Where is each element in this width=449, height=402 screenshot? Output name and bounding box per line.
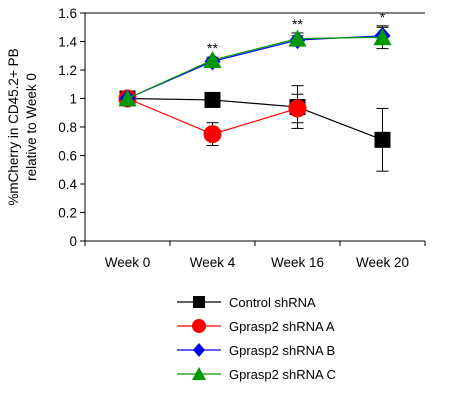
legend-label: Gprasp2 shRNA C <box>229 367 336 382</box>
data-point-triangle <box>203 51 222 69</box>
data-point-triangle <box>288 29 307 47</box>
data-point-square <box>204 91 221 108</box>
legend-label: Gprasp2 shRNA A <box>229 319 335 334</box>
series-diamond <box>119 26 391 108</box>
legend-item: Control shRNA <box>177 295 316 310</box>
y-tick-labels: 0 0.2 0.4 0.6 0.8 1 1.2 1.4 1.6 <box>58 6 77 249</box>
data-point-diamond <box>193 343 205 357</box>
data-point-square <box>193 296 205 308</box>
data-point-circle <box>192 319 206 333</box>
y-axis-label: %mCherry in CD45.2+ PB relative to Week … <box>6 48 39 205</box>
data-point-square <box>374 131 391 148</box>
legend-item: Gprasp2 shRNA A <box>177 319 335 334</box>
y-tick-label: 0 <box>69 234 77 249</box>
data-point-triangle <box>192 367 206 380</box>
y-axis-label-line-2: relative to Week 0 <box>24 73 39 181</box>
data-point-circle <box>288 99 307 118</box>
x-tick-label: Week 4 <box>190 255 236 270</box>
y-tick-label: 1.2 <box>58 63 77 78</box>
y-tick-label: 1.6 <box>58 6 77 21</box>
x-tick-label: Week 16 <box>271 255 324 270</box>
x-tick-label: Week 0 <box>105 255 151 270</box>
legend-item: Gprasp2 shRNA B <box>177 343 335 358</box>
y-tick-label: 0.4 <box>58 177 77 192</box>
significance-mark: * <box>380 9 386 25</box>
x-tick-labels: Week 0 Week 4 Week 16 Week 20 <box>105 255 409 270</box>
significance-annotations: **** * <box>207 9 386 56</box>
y-axis-label-line-1: %mCherry in CD45.2+ PB <box>6 48 21 205</box>
significance-mark: ** <box>292 16 303 32</box>
plot-area <box>118 25 392 172</box>
series-square <box>119 85 391 172</box>
data-point-triangle <box>118 89 137 107</box>
axes <box>80 12 426 246</box>
series-line <box>127 97 383 141</box>
significance-mark: ** <box>207 40 218 56</box>
series-line <box>127 36 383 100</box>
x-tick-label: Week 20 <box>356 255 409 270</box>
data-point-triangle <box>373 28 392 46</box>
legend-label: Control shRNA <box>229 295 316 310</box>
y-tick-label: 1 <box>69 92 77 107</box>
legend: Control shRNA Gprasp2 shRNA A Gprasp2 shRN… <box>177 295 336 382</box>
y-tick-label: 1.4 <box>58 35 77 50</box>
legend-label: Gprasp2 shRNA B <box>229 343 335 358</box>
y-tick-label: 0.6 <box>58 149 77 164</box>
legend-item: Gprasp2 shRNA C <box>177 367 336 382</box>
y-tick-label: 0.2 <box>58 206 77 221</box>
data-point-circle <box>203 125 222 144</box>
series-triangle <box>118 25 392 107</box>
y-tick-label: 0.8 <box>58 120 77 135</box>
series-line <box>127 35 383 100</box>
